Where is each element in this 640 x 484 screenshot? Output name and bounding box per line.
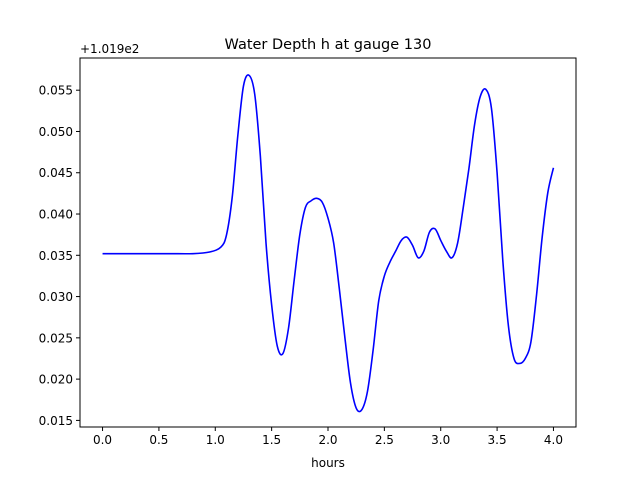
- y-tick-label: 0.030: [39, 290, 73, 304]
- y-tick-label: 0.025: [39, 331, 73, 345]
- x-tick-label: 1.0: [206, 433, 225, 447]
- axis-ticks: 0.0 0.5 1.0 1.5 2.0 2.5 3.0 3.5 4.0 0.015 0.020 0.0…: [39, 84, 563, 447]
- y-tick-label: 0.045: [39, 166, 73, 180]
- series-line-0: [102, 74, 555, 413]
- y-tick-label: 0.035: [39, 249, 73, 263]
- x-tick-label: 3.0: [431, 433, 450, 447]
- x-tick-label: 3.5: [488, 433, 507, 447]
- series-group: [102, 74, 555, 413]
- y-tick-label: 0.040: [39, 208, 73, 222]
- plot-frame: [79, 57, 577, 428]
- chart-title: Water Depth h at gauge 130: [225, 37, 432, 53]
- y-tick-label: 0.020: [39, 373, 73, 387]
- y-offset-label: +1.019e2: [80, 42, 139, 56]
- y-tick-label: 0.050: [39, 125, 73, 139]
- y-tick-label: 0.055: [39, 84, 73, 98]
- x-tick-label: 2.5: [375, 433, 394, 447]
- y-tick-label: 0.015: [39, 414, 73, 428]
- x-tick-label: 1.5: [262, 433, 281, 447]
- x-tick-label: 0.5: [149, 433, 168, 447]
- x-tick-label: 2.0: [318, 433, 337, 447]
- x-tick-label: 4.0: [544, 433, 563, 447]
- x-axis-label: hours: [311, 456, 345, 470]
- x-tick-label: 0.0: [93, 433, 112, 447]
